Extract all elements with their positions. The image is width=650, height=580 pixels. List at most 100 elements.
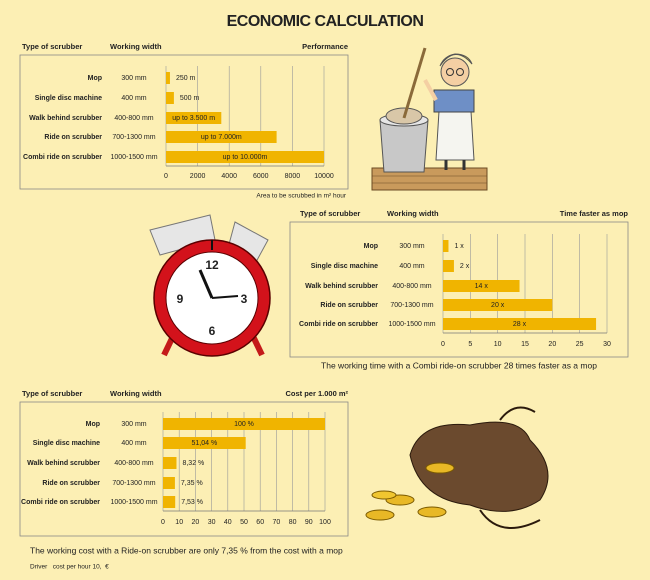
bar bbox=[163, 418, 325, 430]
x-tick-label: 90 bbox=[305, 519, 313, 526]
value-label: 20 x bbox=[491, 302, 505, 309]
working-width: 300 mm bbox=[121, 421, 146, 428]
x-tick-label: 30 bbox=[603, 341, 611, 348]
working-width: 400-800 mm bbox=[114, 460, 153, 467]
working-width: 400 mm bbox=[121, 440, 146, 447]
page-title: ECONOMIC CALCULATION bbox=[227, 13, 424, 30]
x-tick-label: 70 bbox=[273, 519, 281, 526]
x-tick-label: 15 bbox=[521, 341, 529, 348]
note: The working time with a Combi ride-on sc… bbox=[321, 360, 597, 370]
bar bbox=[166, 151, 324, 163]
bar bbox=[443, 299, 553, 311]
bar bbox=[443, 318, 597, 330]
illustration-clock: 12 3 6 9 bbox=[149, 214, 271, 357]
working-width: 700-1300 mm bbox=[112, 480, 155, 487]
value-label: 2 x bbox=[460, 263, 470, 270]
bar bbox=[163, 477, 175, 489]
x-tick-label: 2000 bbox=[190, 173, 206, 180]
working-width: 700-1300 mm bbox=[112, 134, 155, 141]
bar bbox=[163, 437, 246, 449]
category-label: Mop bbox=[86, 421, 100, 428]
clock-numeral: 6 bbox=[209, 324, 216, 338]
x-tick-label: 80 bbox=[289, 519, 297, 526]
x-tick-label: 5 bbox=[468, 341, 472, 348]
value-label: 14 x bbox=[475, 283, 489, 290]
note: The working cost with a Ride-on scrubber… bbox=[30, 545, 343, 555]
category-label: Mop bbox=[88, 75, 102, 82]
x-tick-label: 6000 bbox=[253, 173, 269, 180]
column-header: Time faster as mop bbox=[560, 209, 629, 218]
bar bbox=[166, 131, 277, 143]
category-label: Ride on scrubber bbox=[42, 480, 100, 487]
bar bbox=[163, 457, 177, 469]
working-width: 1000-1500 mm bbox=[110, 154, 157, 161]
working-width: 1000-1500 mm bbox=[388, 321, 435, 328]
working-width: 400 mm bbox=[399, 263, 424, 270]
column-header: Cost per 1.000 m² bbox=[285, 389, 348, 398]
x-tick-label: 20 bbox=[548, 341, 556, 348]
category-label: Single disc machine bbox=[35, 95, 102, 102]
column-header: Performance bbox=[302, 42, 348, 51]
working-width: 700-1300 mm bbox=[390, 302, 433, 309]
column-header: Working width bbox=[387, 209, 439, 218]
footnote: Driver cost per hour 10, € bbox=[30, 564, 109, 571]
category-label: Ride on scrubber bbox=[320, 302, 378, 309]
value-label: 1 x bbox=[454, 243, 464, 250]
column-header: Working width bbox=[110, 42, 162, 51]
x-tick-label: 0 bbox=[164, 173, 168, 180]
category-label: Combi ride on scrubber bbox=[23, 154, 102, 161]
working-width: 1000-1500 mm bbox=[110, 499, 157, 506]
chart-frame bbox=[289, 221, 629, 358]
value-label: 28 x bbox=[513, 321, 527, 328]
category-label: Walk behind scrubber bbox=[305, 283, 378, 290]
clock-numeral: 3 bbox=[241, 292, 248, 306]
working-width: 400-800 mm bbox=[392, 283, 431, 290]
bar bbox=[443, 240, 449, 252]
bar bbox=[166, 92, 174, 104]
category-label: Ride on scrubber bbox=[44, 134, 102, 141]
column-header: Type of scrubber bbox=[300, 209, 360, 218]
x-tick-label: 60 bbox=[256, 519, 264, 526]
category-label: Walk behind scrubber bbox=[27, 460, 100, 467]
chart-frame bbox=[19, 54, 349, 190]
value-label: 8,32 % bbox=[182, 460, 204, 467]
x-tick-label: 0 bbox=[441, 341, 445, 348]
value-label: 100 % bbox=[234, 421, 254, 428]
column-header: Type of scrubber bbox=[22, 42, 82, 51]
working-width: 300 mm bbox=[121, 75, 146, 82]
clock-numeral: 12 bbox=[205, 258, 219, 272]
bar bbox=[443, 260, 454, 272]
x-tick-label: 10 bbox=[494, 341, 502, 348]
x-tick-label: 100 bbox=[319, 519, 331, 526]
x-tick-label: 30 bbox=[208, 519, 216, 526]
working-width: 400 mm bbox=[121, 95, 146, 102]
value-label: up to 7.000m bbox=[201, 134, 242, 141]
value-label: 500 m bbox=[180, 95, 200, 102]
column-header: Working width bbox=[110, 389, 162, 398]
x-tick-label: 8000 bbox=[285, 173, 301, 180]
x-tick-label: 20 bbox=[192, 519, 200, 526]
category-label: Mop bbox=[364, 243, 378, 250]
x-tick-label: 4000 bbox=[221, 173, 237, 180]
column-header: Type of scrubber bbox=[22, 389, 82, 398]
bar bbox=[166, 72, 170, 84]
working-width: 300 mm bbox=[399, 243, 424, 250]
value-label: 250 m bbox=[176, 75, 196, 82]
illustration-cleaner bbox=[371, 47, 488, 191]
clock-numeral: 9 bbox=[177, 292, 184, 306]
illustration-money-bag bbox=[365, 406, 549, 529]
category-label: Walk behind scrubber bbox=[29, 115, 102, 122]
x-axis-label: Area to be scrubbed in m² hour bbox=[256, 193, 346, 200]
bar bbox=[443, 280, 520, 292]
category-label: Combi ride on scrubber bbox=[21, 499, 100, 506]
value-label: 51,04 % bbox=[191, 440, 217, 447]
category-label: Combi ride on scrubber bbox=[299, 321, 378, 328]
chart-frame bbox=[19, 401, 349, 537]
working-width: 400-800 mm bbox=[114, 115, 153, 122]
value-label: 7,53 % bbox=[181, 499, 203, 506]
x-tick-label: 10 bbox=[175, 519, 183, 526]
value-label: up to 10.000m bbox=[223, 154, 268, 161]
category-label: Single disc machine bbox=[33, 440, 100, 447]
x-tick-label: 0 bbox=[161, 519, 165, 526]
value-label: 7,35 % bbox=[181, 480, 203, 487]
